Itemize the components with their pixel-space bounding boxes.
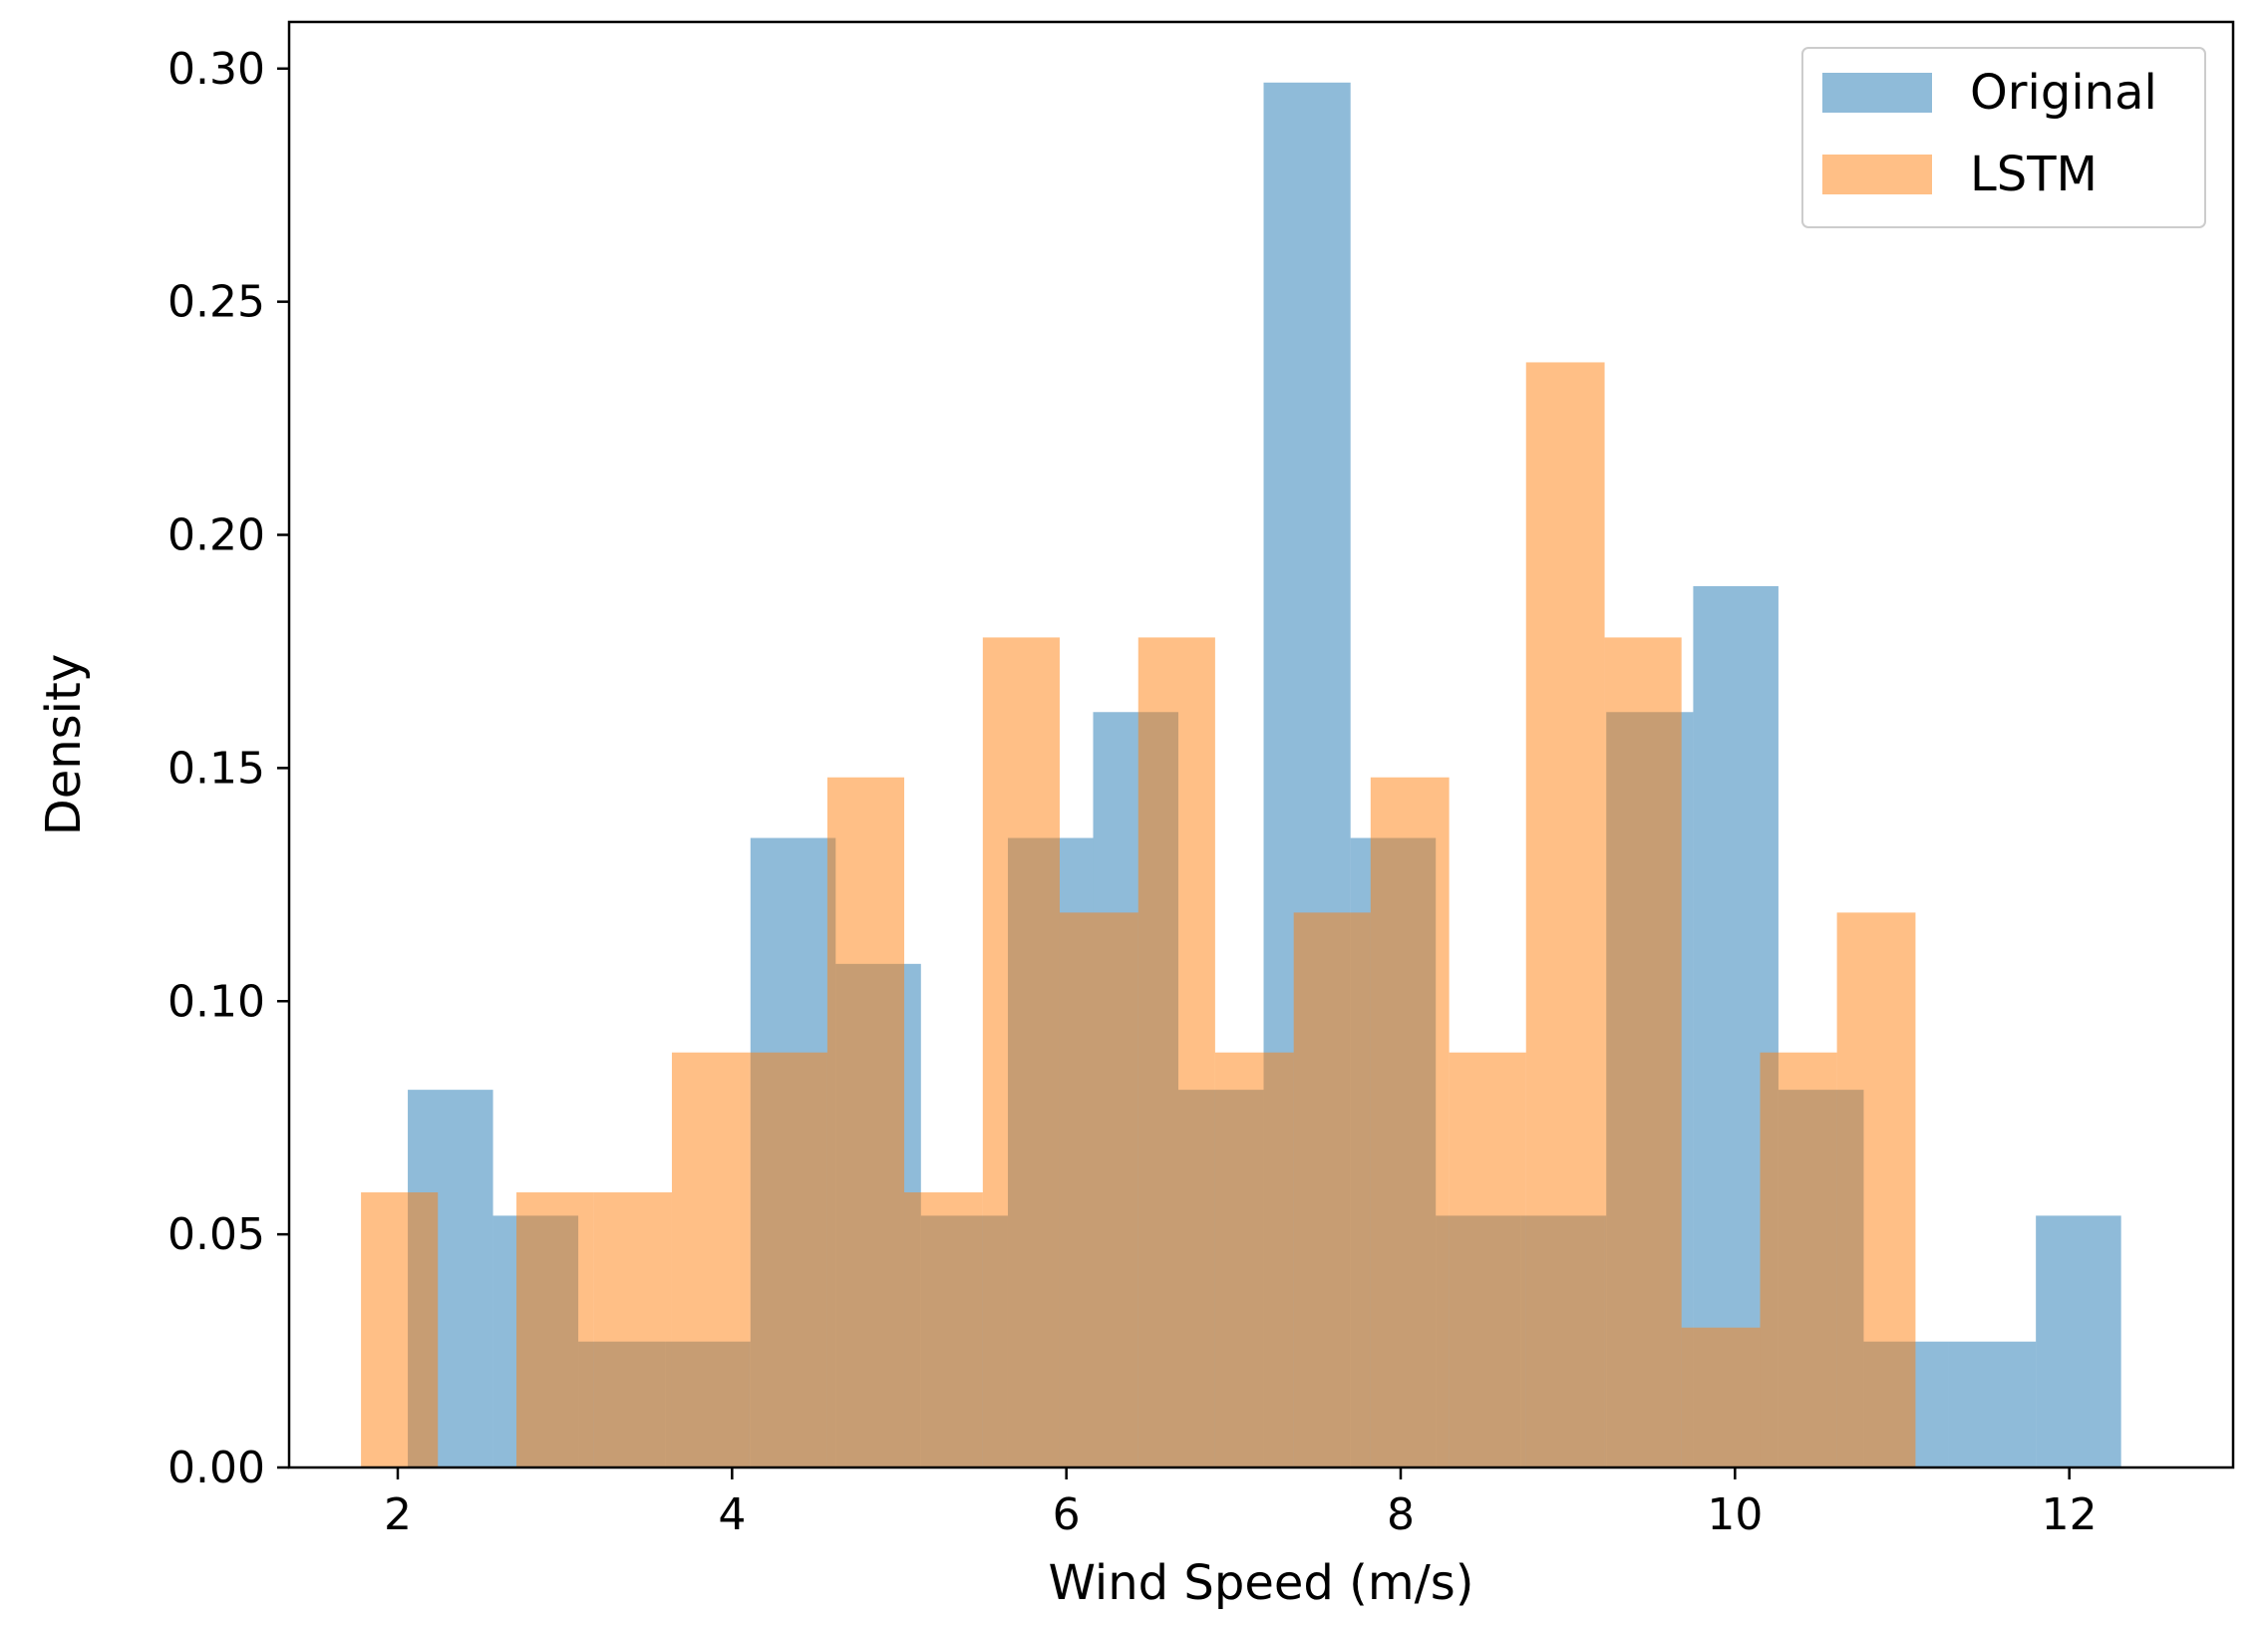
y-axis-label: Density <box>36 654 92 835</box>
y-tick-label-5: 0.25 <box>167 277 265 328</box>
x-tick-label-4: 10 <box>1707 1489 1763 1540</box>
legend-label-lstm: LSTM <box>1970 147 2098 202</box>
bar-lstm-9 <box>1059 912 1138 1467</box>
x-tick-label-0: 2 <box>384 1489 412 1540</box>
y-tick-label-2: 0.10 <box>167 976 265 1027</box>
bar-original-18 <box>1948 1341 2037 1467</box>
bar-lstm-7 <box>904 1192 983 1467</box>
y-tick-label-0: 0.00 <box>167 1443 265 1493</box>
bar-lstm-2 <box>516 1192 594 1467</box>
x-axis-ticks: 2 4 6 8 10 12 <box>384 1467 2098 1540</box>
legend-swatch-original <box>1822 73 1932 113</box>
plot-frame <box>287 20 2235 1469</box>
bar-lstm-11 <box>1214 1052 1294 1467</box>
bar-lstm-19 <box>1836 912 1916 1467</box>
y-tick-label-3: 0.15 <box>167 743 265 794</box>
x-tick-label-1: 4 <box>718 1489 746 1540</box>
x-tick-label-5: 12 <box>2042 1489 2098 1540</box>
x-tick-label-2: 6 <box>1053 1489 1081 1540</box>
y-tick-label-6: 0.30 <box>167 44 265 95</box>
legend: Original LSTM <box>1801 47 2206 228</box>
y-axis-ticks: 0.00 0.05 0.10 0.15 0.20 0.25 0.30 <box>167 44 289 1493</box>
bar-lstm-13 <box>1370 777 1450 1467</box>
bar-lstm-0 <box>361 1192 439 1467</box>
bar-lstm-17 <box>1681 1327 1761 1467</box>
legend-label-original: Original <box>1970 65 2157 121</box>
bar-lstm-16 <box>1604 637 1682 1467</box>
y-tick-label-1: 0.05 <box>167 1209 265 1260</box>
bar-lstm-18 <box>1760 1052 1837 1467</box>
y-tick-label-4: 0.20 <box>167 510 265 561</box>
bar-lstm-8 <box>982 637 1060 1467</box>
bar-lstm-5 <box>749 1052 827 1467</box>
bar-lstm-6 <box>826 777 905 1467</box>
bar-lstm-14 <box>1449 1052 1526 1467</box>
bar-lstm-4 <box>671 1052 750 1467</box>
bars-layer <box>361 82 2121 1468</box>
bar-lstm-3 <box>593 1192 672 1467</box>
bar-lstm-12 <box>1293 912 1371 1467</box>
x-tick-label-3: 8 <box>1387 1489 1415 1540</box>
legend-swatch-lstm <box>1822 155 1932 194</box>
bar-lstm-10 <box>1137 637 1215 1467</box>
bar-original-19 <box>2036 1215 2121 1467</box>
x-axis-label: Wind Speed (m/s) <box>1048 1555 1473 1611</box>
bar-lstm-15 <box>1525 362 1605 1467</box>
